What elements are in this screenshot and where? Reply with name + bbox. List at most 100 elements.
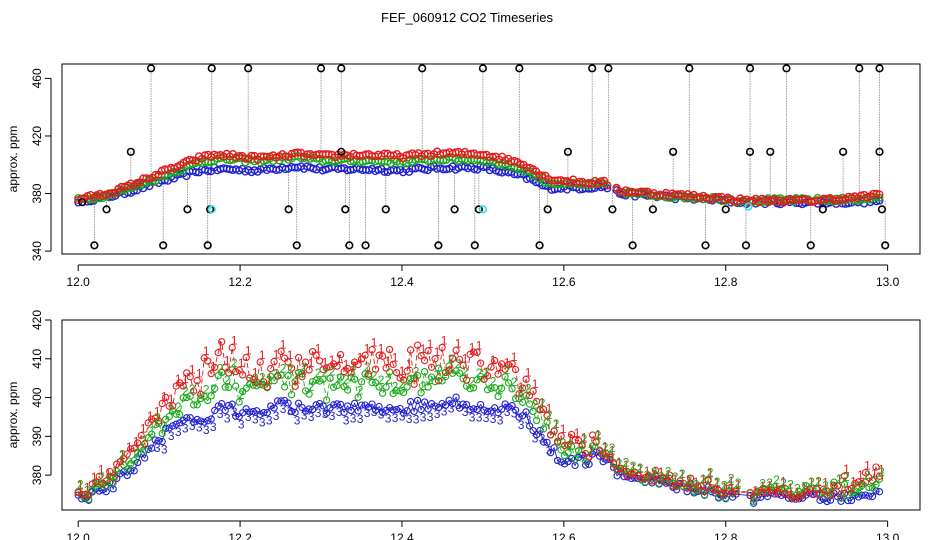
bottom-series-2-label: 2 bbox=[672, 470, 679, 484]
bottom-series-3-point bbox=[172, 420, 180, 428]
bottom-series-1-point bbox=[487, 363, 495, 371]
bottom-series-2-label: 2 bbox=[308, 380, 315, 394]
bottom-series-1-label: 1 bbox=[378, 341, 385, 355]
bottom-series-1-label: 1 bbox=[707, 467, 714, 481]
bottom-series-1-label: 1 bbox=[665, 468, 672, 482]
bottom-series-3-label: 3 bbox=[532, 432, 539, 446]
bottom-series-3-point bbox=[805, 489, 814, 497]
bottom-series-1-point bbox=[221, 363, 229, 371]
bottom-series-1-label: 1 bbox=[539, 396, 546, 410]
bottom-series-2-label: 2 bbox=[280, 361, 287, 375]
bottom-series-3-point bbox=[431, 402, 439, 410]
bottom-series-3-point bbox=[847, 496, 856, 505]
bottom-series-3-point bbox=[186, 414, 194, 422]
top-outlier-point bbox=[337, 147, 346, 156]
top-series-1-point bbox=[132, 178, 141, 187]
top-plot-frame bbox=[61, 63, 921, 255]
bottom-series-1-point bbox=[749, 493, 758, 501]
bottom-x-tick-label: 12.8 bbox=[714, 531, 738, 540]
bottom-series-1-point bbox=[511, 365, 520, 374]
top-outlier-point bbox=[875, 147, 884, 156]
bottom-series-3-point bbox=[406, 398, 415, 406]
bottom-series-1-label: 1 bbox=[815, 475, 822, 489]
bottom-series-3-label: 3 bbox=[350, 412, 357, 426]
bottom-series-1-label: 1 bbox=[273, 348, 280, 362]
bottom-series-2-point bbox=[165, 412, 173, 421]
bottom-series-1-point bbox=[508, 360, 516, 368]
bottom-series-3-label: 3 bbox=[476, 411, 483, 425]
bottom-series-2-point bbox=[315, 377, 324, 385]
bottom-series-3-point bbox=[319, 402, 327, 410]
bottom-series-1-label: 1 bbox=[112, 464, 119, 478]
bottom-series-2-label: 2 bbox=[567, 439, 574, 453]
top-outlier-point bbox=[146, 64, 156, 73]
top-series-1-point bbox=[516, 160, 525, 169]
top-x-tick-label: 12.4 bbox=[390, 275, 414, 289]
bottom-series-3-label: 3 bbox=[189, 419, 196, 433]
bottom-series-1-point bbox=[197, 390, 205, 399]
top-data-points bbox=[74, 64, 890, 250]
bottom-series-2-point bbox=[501, 373, 509, 381]
bottom-series-2-point bbox=[92, 482, 100, 490]
top-outlier-point bbox=[381, 205, 390, 214]
top-outlier-point bbox=[450, 205, 459, 214]
bottom-series-2-point bbox=[490, 384, 499, 392]
bottom-series-3-point bbox=[200, 418, 208, 426]
bottom-series-2-label: 2 bbox=[483, 365, 490, 379]
bottom-series-3-point bbox=[308, 405, 317, 414]
top-panel: approx. ppm 12.0 12.2 12.4 12.6 12.8 13.0 340 3… bbox=[6, 63, 921, 289]
bottom-series-2-label: 2 bbox=[371, 369, 378, 383]
bottom-series-1-point bbox=[420, 356, 429, 365]
bottom-series-3-point bbox=[826, 496, 835, 504]
bottom-series-3-point bbox=[410, 407, 418, 416]
bottom-series-1-label: 1 bbox=[693, 475, 700, 489]
bottom-series-2-label: 2 bbox=[357, 383, 364, 397]
top-series-1-point bbox=[603, 181, 612, 190]
bottom-series-1-label: 1 bbox=[126, 440, 133, 454]
bottom-series-2-label: 2 bbox=[378, 373, 385, 387]
bottom-series-2-point bbox=[172, 410, 180, 418]
bottom-series-2-label: 2 bbox=[224, 373, 231, 387]
bottom-series-2-point bbox=[494, 392, 502, 401]
bottom-series-1-point bbox=[728, 489, 737, 497]
bottom-series-1-point bbox=[378, 352, 387, 360]
bottom-series-3-label: 3 bbox=[252, 413, 259, 427]
bottom-series-1-point bbox=[270, 357, 278, 366]
bottom-series-1-point bbox=[413, 341, 422, 349]
bottom-series-1-point bbox=[665, 471, 674, 479]
bottom-series-1-label: 1 bbox=[588, 443, 595, 457]
bottom-series-3-point bbox=[329, 401, 338, 409]
top-outlier-point bbox=[588, 64, 597, 73]
bottom-series-3-label: 3 bbox=[231, 405, 238, 419]
bottom-series-3-label: 3 bbox=[322, 407, 329, 421]
bottom-series-1-label: 1 bbox=[525, 365, 532, 379]
bottom-series-2-point bbox=[277, 371, 285, 379]
bottom-series-1-point bbox=[844, 485, 852, 494]
bottom-series-1-point bbox=[861, 469, 870, 477]
top-y-tick-label: 420 bbox=[30, 126, 44, 146]
bottom-series-3-point bbox=[620, 473, 628, 481]
bottom-series-3-label: 3 bbox=[154, 441, 161, 455]
bottom-series-3-label: 3 bbox=[168, 429, 175, 443]
bottom-series-1-point bbox=[319, 365, 327, 374]
bottom-x-tick-label: 12.6 bbox=[552, 531, 576, 540]
bottom-series-1-label: 1 bbox=[252, 366, 259, 380]
bottom-series-1-point bbox=[609, 460, 618, 468]
bottom-series-1-point bbox=[186, 373, 194, 381]
bottom-series-1-label: 1 bbox=[350, 359, 357, 373]
bottom-series-1-point bbox=[148, 415, 156, 423]
bottom-series-3-point bbox=[232, 412, 240, 420]
top-outlier-point bbox=[628, 241, 637, 250]
bottom-series-1-label: 1 bbox=[672, 472, 679, 486]
bottom-series-2-point bbox=[581, 457, 590, 465]
bottom-series-1-point bbox=[253, 378, 261, 386]
bottom-series-3-point bbox=[130, 467, 138, 475]
bottom-series-3-point bbox=[312, 401, 320, 409]
bottom-series-1-point bbox=[239, 371, 247, 379]
bottom-series-3-point bbox=[78, 495, 86, 503]
bottom-series-1-point bbox=[847, 485, 856, 493]
bottom-series-1-point bbox=[483, 372, 492, 380]
bottom-series-1-point bbox=[277, 347, 285, 355]
top-outlier-point bbox=[478, 64, 488, 73]
bottom-series-1-label: 1 bbox=[518, 380, 525, 394]
